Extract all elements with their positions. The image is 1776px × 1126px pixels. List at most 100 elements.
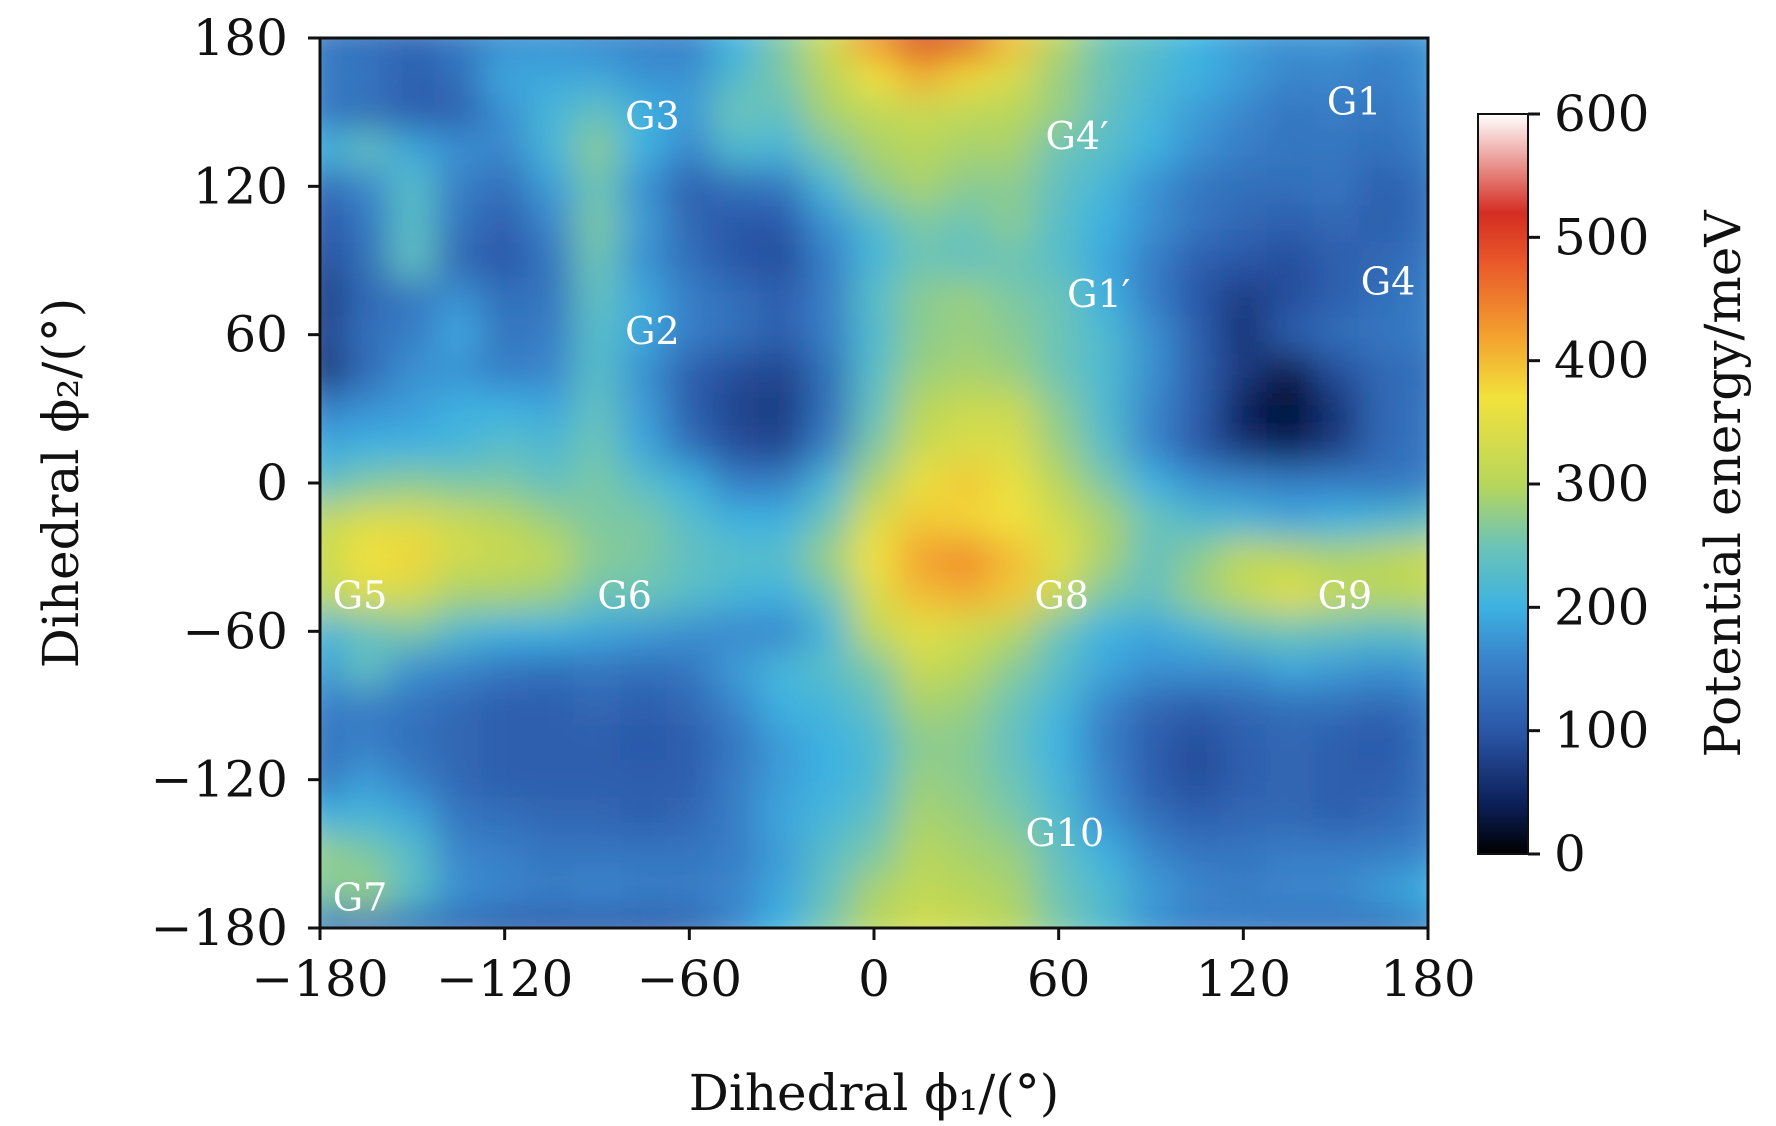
heatmap-cell xyxy=(1081,390,1129,429)
heatmap-cell xyxy=(1404,909,1428,928)
heatmap-cell xyxy=(1127,390,1176,429)
heatmap-cell xyxy=(666,872,714,911)
heatmap-cell xyxy=(712,835,760,874)
heatmap-cell xyxy=(989,798,1037,837)
heatmap-cell xyxy=(527,167,575,206)
heatmap-cell xyxy=(1312,427,1360,466)
heatmap-cell xyxy=(897,427,945,466)
heatmap-cell xyxy=(1081,38,1129,58)
heatmap-cell xyxy=(1404,872,1428,911)
heatmap-cell xyxy=(1404,56,1428,95)
heatmap-cell xyxy=(1174,798,1222,837)
heatmap-cell xyxy=(1266,501,1314,540)
region-label-g4: G4 xyxy=(1361,260,1416,304)
heatmap-cell xyxy=(343,241,391,281)
heatmap-cell xyxy=(758,353,806,392)
heatmap-cell xyxy=(850,761,899,800)
heatmap-cell xyxy=(804,724,852,763)
heatmap-cell xyxy=(1035,56,1083,95)
heatmap-cell xyxy=(804,612,852,651)
heatmap-cell xyxy=(1312,501,1360,540)
heatmap-cell xyxy=(943,538,991,577)
heatmap-cell xyxy=(573,464,622,503)
heatmap-cell xyxy=(1404,835,1428,874)
heatmap-cell xyxy=(435,390,483,429)
heatmap-cell xyxy=(897,204,945,243)
heatmap-cell xyxy=(1174,761,1222,800)
heatmap-cell xyxy=(897,686,945,726)
heatmap-cell xyxy=(320,279,345,318)
heatmap-cell xyxy=(897,761,945,800)
heatmap-cell xyxy=(343,649,391,688)
heatmap-cell xyxy=(897,538,945,577)
heatmap-cell xyxy=(1035,279,1083,318)
heatmap-cell xyxy=(343,56,391,95)
heatmap-cell xyxy=(666,279,714,318)
heatmap-cell xyxy=(481,427,529,466)
heatmap-cell xyxy=(343,501,391,540)
heatmap-cell xyxy=(1266,316,1314,355)
heatmap-cell xyxy=(850,724,899,763)
heatmap-cell xyxy=(989,241,1037,281)
heatmap-cell xyxy=(389,93,437,132)
heatmap-cell xyxy=(320,464,345,503)
heatmap-cell xyxy=(850,427,899,466)
heatmap-cell xyxy=(1312,835,1360,874)
heatmap-cell xyxy=(1081,835,1129,874)
heatmap-cell xyxy=(804,575,852,614)
heatmap-cell xyxy=(1404,93,1428,132)
heatmap-cell xyxy=(389,649,437,688)
heatmap-cell xyxy=(1035,909,1083,928)
heatmap-cell xyxy=(989,93,1037,132)
heatmap-cell xyxy=(435,649,483,688)
heatmap-cell xyxy=(343,686,391,726)
heatmap-cell xyxy=(527,427,575,466)
heatmap-cell xyxy=(850,167,899,206)
heatmap-cell xyxy=(389,872,437,911)
heatmap-cell xyxy=(320,390,345,429)
heatmap-cell xyxy=(804,390,852,429)
heatmap-cell xyxy=(389,56,437,95)
heatmap-cell xyxy=(712,427,760,466)
y-tick-label: 120 xyxy=(193,157,288,215)
heatmap-cell xyxy=(573,427,622,466)
heatmap-cell xyxy=(1081,464,1129,503)
heatmap-cell xyxy=(527,279,575,318)
heatmap-cell xyxy=(527,612,575,651)
heatmap-cell xyxy=(666,798,714,837)
heatmap-cell xyxy=(1127,167,1176,206)
heatmap-cell xyxy=(1035,798,1083,837)
heatmap-cell xyxy=(573,501,622,540)
heatmap-cell xyxy=(1081,167,1129,206)
colorbar-tick-label: 300 xyxy=(1554,455,1649,513)
heatmap-cell xyxy=(435,279,483,318)
colorbar-tick-label: 600 xyxy=(1554,85,1649,143)
heatmap-cell xyxy=(1174,93,1222,132)
heatmap-cell xyxy=(527,761,575,800)
heatmap-cell xyxy=(850,241,899,281)
heatmap-cell xyxy=(897,872,945,911)
heatmap-cell xyxy=(758,872,806,911)
heatmap-cell xyxy=(1127,316,1176,355)
heatmap-cell xyxy=(320,649,345,688)
heatmap-cell xyxy=(1220,798,1268,837)
heatmap-cell xyxy=(1266,724,1314,763)
heatmap-cell xyxy=(320,56,345,95)
heatmap-cell xyxy=(389,204,437,243)
heatmap-cell xyxy=(620,538,668,577)
heatmap-cell xyxy=(712,612,760,651)
heatmap-cell xyxy=(1404,649,1428,688)
heatmap-cell xyxy=(1312,464,1360,503)
heatmap-cell xyxy=(573,835,622,874)
heatmap-cell xyxy=(1174,649,1222,688)
heatmap-cell xyxy=(758,316,806,355)
heatmap-cell xyxy=(758,835,806,874)
heatmap-cell xyxy=(666,649,714,688)
heatmap-cell xyxy=(1220,204,1268,243)
heatmap-cell xyxy=(1312,612,1360,651)
heatmap-cell xyxy=(897,167,945,206)
heatmap-cell xyxy=(850,204,899,243)
heatmap-cell xyxy=(897,909,945,928)
heatmap-cell xyxy=(343,872,391,911)
heatmap-cell xyxy=(1035,872,1083,911)
